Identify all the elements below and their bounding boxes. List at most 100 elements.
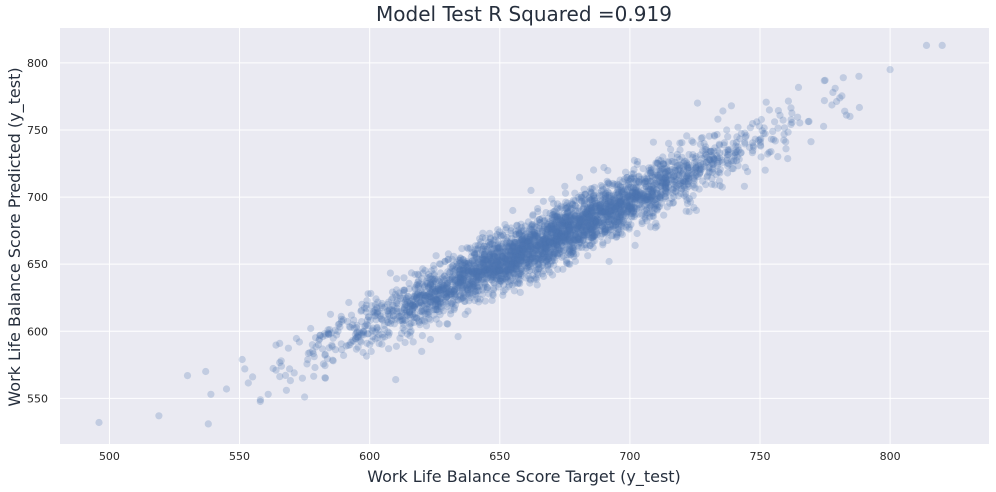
data-point [515, 275, 523, 283]
data-point [464, 266, 472, 274]
data-point [581, 196, 589, 204]
data-point [442, 291, 450, 299]
data-point [391, 290, 399, 299]
data-point [450, 304, 459, 312]
data-point [610, 196, 618, 204]
data-point [516, 276, 524, 284]
data-point [456, 275, 464, 283]
data-point [607, 202, 615, 210]
data-point [635, 178, 643, 186]
data-point [557, 221, 565, 229]
data-point [459, 294, 467, 302]
data-point [528, 253, 536, 262]
data-point [429, 283, 437, 291]
data-point [627, 202, 635, 210]
data-point [605, 194, 613, 202]
data-point [553, 212, 561, 220]
data-point [612, 220, 620, 228]
data-point [480, 264, 488, 272]
data-point [571, 230, 579, 238]
data-point [470, 270, 478, 278]
data-point [553, 237, 561, 246]
data-point [560, 232, 568, 240]
data-point [600, 208, 608, 216]
data-point [607, 225, 616, 233]
data-point [525, 237, 533, 245]
data-point [465, 268, 473, 276]
data-point [660, 160, 668, 168]
data-point [484, 256, 492, 264]
data-point [425, 315, 433, 323]
data-point [571, 197, 579, 205]
data-point [564, 231, 572, 239]
data-point [678, 139, 686, 147]
data-point [553, 240, 561, 248]
data-point [603, 229, 611, 237]
data-point [534, 242, 542, 251]
data-point [308, 341, 316, 349]
data-point [588, 195, 596, 203]
data-point [434, 285, 443, 293]
data-point [506, 257, 514, 265]
data-point [626, 200, 634, 208]
data-point [559, 218, 567, 226]
data-point [588, 222, 596, 230]
x-tick-label: 750 [750, 450, 771, 463]
data-point [405, 279, 413, 287]
data-point [555, 234, 563, 242]
data-point [449, 268, 457, 276]
data-point [649, 186, 657, 194]
data-point [269, 364, 277, 373]
data-point [551, 237, 559, 245]
data-point [715, 140, 723, 148]
data-point [587, 225, 595, 234]
data-point [569, 225, 578, 234]
data-point [595, 216, 603, 225]
data-point [637, 203, 645, 212]
data-point [657, 182, 665, 190]
data-point [632, 187, 640, 195]
data-point [485, 267, 493, 275]
data-point [490, 271, 498, 279]
data-point [389, 312, 398, 320]
data-point [443, 279, 451, 287]
data-point [472, 290, 480, 298]
data-point [434, 291, 442, 299]
data-point [384, 307, 392, 315]
data-point [532, 275, 541, 283]
data-point [448, 286, 456, 294]
data-point [737, 149, 745, 157]
data-point [679, 167, 688, 175]
data-point [489, 291, 497, 299]
data-point [641, 192, 649, 200]
data-point [489, 278, 498, 287]
data-point [316, 335, 324, 343]
data-point [516, 244, 525, 252]
data-point [386, 312, 394, 320]
data-point [678, 170, 687, 178]
data-point [692, 206, 701, 214]
data-point [635, 172, 643, 180]
data-point [458, 266, 466, 274]
data-point [629, 208, 638, 217]
data-point [301, 393, 309, 401]
data-point [569, 200, 577, 208]
data-point [640, 194, 648, 202]
data-point [442, 289, 450, 297]
data-point [385, 345, 393, 353]
data-point [504, 247, 512, 255]
data-point [486, 229, 494, 237]
data-point [702, 181, 710, 189]
data-point [394, 307, 402, 315]
data-point [520, 256, 528, 264]
data-point [643, 209, 651, 217]
data-point [564, 227, 572, 235]
data-point [652, 200, 660, 208]
data-point [706, 156, 714, 164]
data-point [820, 122, 828, 130]
data-point [575, 218, 583, 226]
data-point [598, 223, 607, 231]
data-point [539, 254, 547, 262]
data-point [632, 188, 641, 197]
data-point [427, 298, 435, 306]
